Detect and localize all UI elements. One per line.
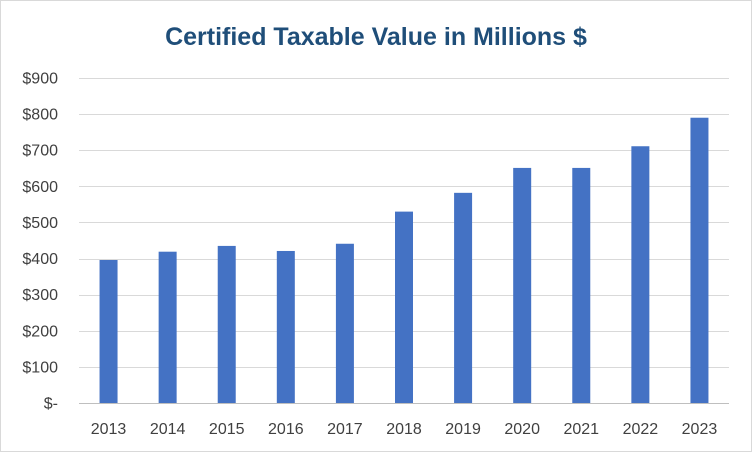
bar-2016 xyxy=(276,250,295,403)
x-tick-label: 2017 xyxy=(327,421,363,438)
x-tick-label: 2015 xyxy=(209,421,245,438)
x-tick-label: 2021 xyxy=(563,421,599,438)
x-tick-label: 2013 xyxy=(91,421,127,438)
y-tick-label: $400 xyxy=(22,251,58,268)
bar-2019 xyxy=(454,192,473,403)
y-tick-label: $700 xyxy=(22,143,58,160)
bar-2018 xyxy=(395,211,413,403)
bar-2017 xyxy=(335,243,354,403)
x-tick-label: 2020 xyxy=(504,421,540,438)
bar-2013 xyxy=(99,260,118,403)
x-tick-label: 2019 xyxy=(445,421,481,438)
x-tick-label: 2014 xyxy=(150,421,186,438)
x-tick-label: 2022 xyxy=(623,421,659,438)
y-axis-tick-labels: $- $100 $200 $300 $400 $500 $600 $700 $800 $900 xyxy=(22,71,58,413)
chart-title: Certified Taxable Value in Millions $ xyxy=(165,23,587,51)
x-tick-label: 2018 xyxy=(386,421,422,438)
bar-2022 xyxy=(631,146,650,403)
bar-2023 xyxy=(690,117,709,403)
bar-2015 xyxy=(217,245,236,403)
y-tick-label: $- xyxy=(44,396,58,413)
y-tick-label: $500 xyxy=(22,215,58,232)
bar-2020 xyxy=(513,167,532,403)
y-tick-label: $600 xyxy=(22,179,58,196)
y-tick-label: $200 xyxy=(22,323,58,340)
y-tick-label: $100 xyxy=(22,359,58,376)
bar-2021 xyxy=(572,167,591,403)
bars xyxy=(99,117,709,403)
x-tick-label: 2023 xyxy=(682,421,718,438)
y-tick-label: $800 xyxy=(22,107,58,124)
bar-2014 xyxy=(158,251,177,403)
y-tick-label: $900 xyxy=(22,71,58,88)
y-tick-label: $300 xyxy=(22,287,58,304)
x-axis-tick-labels: 2013 2014 2015 2016 2017 2018 2019 2020 2021 2022… xyxy=(91,421,718,438)
x-tick-label: 2016 xyxy=(268,421,304,438)
